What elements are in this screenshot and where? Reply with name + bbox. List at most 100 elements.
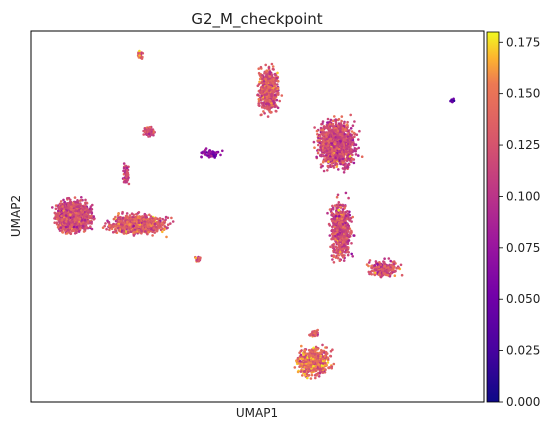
data-point [66,228,70,232]
data-point [166,223,170,226]
data-point [266,102,270,105]
data-point [92,215,95,218]
data-point [276,71,279,75]
data-point [76,222,80,226]
data-point [84,213,87,216]
chart-title: G2_M_checkpoint [191,10,322,29]
data-point [74,217,78,220]
data-point [58,229,62,232]
data-point [258,73,262,76]
data-point [280,94,284,97]
data-point [73,196,77,199]
data-point [84,223,87,226]
data-point [161,222,164,225]
data-point [137,231,141,234]
data-point [62,214,65,217]
data-point [170,216,173,220]
data-point [135,223,138,227]
data-point [273,73,277,76]
data-point [91,203,94,207]
data-point [263,93,267,97]
data-point [268,110,272,113]
data-point [200,151,203,154]
data-point [270,78,274,81]
data-point [128,214,132,217]
data-point [122,229,126,233]
data-point [108,224,111,228]
data-point [90,212,94,215]
data-point [267,85,271,89]
data-point [121,212,124,215]
data-point [260,94,263,98]
data-point [350,130,354,133]
data-point [270,92,274,96]
data-point [346,120,349,124]
data-point [117,224,120,228]
data-point [317,143,320,147]
data-point [278,99,282,103]
data-point [126,230,130,233]
data-point [259,113,263,117]
data-point [272,102,276,105]
data-point [64,225,68,229]
data-point [138,54,141,57]
data-point [271,65,275,68]
data-point [267,66,271,70]
data-point [166,216,170,220]
data-point [268,89,271,92]
data-point [137,228,141,232]
data-point [59,200,63,203]
data-point [161,217,164,221]
data-point [273,88,277,91]
data-point [263,87,267,90]
data-point [108,228,111,232]
data-point [265,69,269,72]
data-point [149,215,153,218]
data-point [131,229,135,232]
data-point [142,218,146,221]
data-point [53,211,57,215]
data-point [56,226,60,229]
data-point [70,208,73,211]
data-point [56,213,59,216]
data-point [152,130,156,134]
data-point [264,106,267,110]
data-point [357,146,361,150]
data-point [105,227,108,231]
data-point [141,226,145,230]
data-point [116,214,120,218]
data-point [171,220,175,223]
data-point [128,223,131,226]
data-point [121,227,124,230]
data-point [54,207,58,211]
data-point [72,204,75,208]
data-point [69,220,73,223]
data-points [51,49,456,380]
data-point [60,207,64,211]
data-point [125,166,129,170]
data-point [112,224,115,228]
data-point [57,216,60,219]
data-point [74,203,78,206]
data-point [158,217,161,220]
data-point [123,180,127,183]
data-point [125,175,128,179]
data-point [84,226,88,230]
data-point [142,222,145,225]
data-point [63,221,66,225]
data-point [326,117,330,121]
data-point [92,218,96,221]
data-point [140,230,143,233]
data-point [257,97,261,101]
data-point [126,171,129,174]
data-point [265,92,269,96]
data-point [266,99,270,103]
data-point [76,200,80,203]
data-point [126,179,129,182]
data-point [54,204,58,207]
data-point [153,222,157,226]
data-point [215,151,218,154]
data-point [147,132,151,136]
data-point [270,62,274,66]
data-point [124,215,128,219]
